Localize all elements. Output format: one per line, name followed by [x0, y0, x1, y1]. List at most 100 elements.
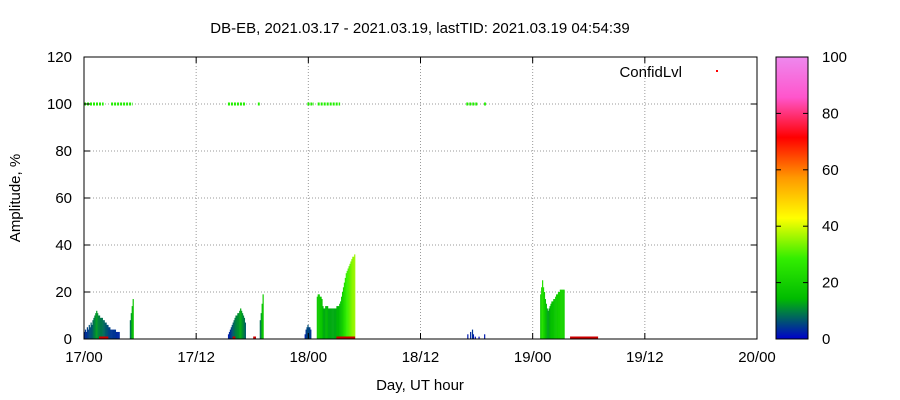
- amplitude-bar: [467, 334, 469, 339]
- amplitude-bar: [260, 313, 262, 339]
- amplitude-bar: [333, 308, 335, 339]
- amplitude-bar: [228, 331, 231, 339]
- amplitude-bar: [343, 282, 346, 339]
- amplitude-bar: [541, 287, 543, 339]
- colorbar-ticks: 0 20 40 60 80 100: [776, 49, 847, 348]
- amplitude-bar: [552, 301, 554, 339]
- amplitude-bar: [100, 317, 103, 339]
- amplitude-bar: [562, 289, 564, 339]
- amplitude-bar: [108, 327, 110, 339]
- amplitude-bar: [239, 310, 241, 339]
- amplitude-bar: [305, 329, 307, 339]
- amplitude-bar: [561, 289, 563, 339]
- amplitude-bar: [95, 313, 97, 339]
- amplitude-bar: [335, 308, 337, 339]
- amplitude-bar: [310, 329, 312, 339]
- amplitude-bar: [240, 308, 242, 339]
- legend-label: ConfidLvl: [619, 64, 682, 81]
- amplitude-bar: [117, 331, 119, 339]
- amplitude-bar: [329, 308, 332, 339]
- amplitude-bar: [328, 308, 331, 339]
- amplitude-bar: [243, 317, 246, 339]
- amplitude-bar: [542, 287, 545, 339]
- x-tick-label: 18/12: [402, 349, 440, 366]
- amplitude-bar: [99, 317, 102, 339]
- amplitude-bar: [98, 315, 101, 339]
- amplitude-bar: [109, 327, 111, 339]
- amplitude-bar: [544, 299, 547, 339]
- colorbar-tick-label: 20: [822, 275, 839, 292]
- amplitude-bar: [110, 329, 112, 339]
- amplitude-bar: [484, 334, 486, 339]
- y-tick-label: 20: [55, 284, 72, 301]
- amplitude-bar: [351, 259, 353, 339]
- amplitude-bar: [94, 315, 96, 339]
- amplitude-bar: [84, 329, 87, 339]
- amplitude-bar: [88, 324, 90, 339]
- x-tick-label: 19/12: [626, 349, 664, 366]
- amplitude-bar: [92, 320, 94, 339]
- amplitude-bar: [242, 315, 245, 339]
- amplitude-bar: [556, 294, 559, 339]
- y-tick-label: 60: [55, 190, 72, 207]
- amplitude-bar: [334, 308, 336, 339]
- amplitude-bar: [338, 306, 340, 339]
- x-tick-label: 18/00: [290, 349, 328, 366]
- amplitude-bar: [556, 294, 558, 339]
- amplitude-bar: [323, 308, 325, 339]
- amplitude-bar: [555, 296, 557, 339]
- amplitude-bar: [230, 327, 232, 339]
- amplitude-bar: [327, 306, 329, 339]
- amplitude-bar: [237, 313, 239, 339]
- amplitude-bar: [232, 322, 234, 339]
- y-tick-label: 0: [64, 331, 72, 348]
- amplitude-bar: [241, 310, 243, 339]
- amplitude-bar: [118, 331, 120, 339]
- amplitude-bar: [113, 329, 116, 339]
- amplitude-bar: [318, 294, 320, 339]
- amplitude-bar: [98, 315, 100, 339]
- amplitude-bar: [85, 331, 88, 339]
- amplitude-bar: [553, 299, 555, 339]
- y-axis-label: Amplitude, %: [7, 154, 24, 242]
- amplitude-bar: [550, 303, 552, 339]
- amplitude-bar: [331, 308, 333, 339]
- x-axis-label: Day, UT hour: [376, 377, 464, 394]
- amplitude-bar: [84, 331, 86, 339]
- amplitude-bar: [543, 292, 546, 339]
- x-tick-label: 19/00: [514, 349, 552, 366]
- amplitude-bar: [320, 296, 322, 339]
- amplitude-bar: [337, 306, 339, 339]
- amplitude-bar: [235, 315, 237, 339]
- amplitude-bar: [549, 306, 551, 339]
- colorbar: [776, 57, 808, 339]
- amplitude-bar: [345, 273, 347, 339]
- amplitude-bar: [227, 334, 230, 339]
- amplitude-bar: [93, 317, 95, 339]
- x-tick-label: 17/00: [65, 349, 103, 366]
- amplitude-bar: [341, 292, 344, 339]
- amplitude-bar: [132, 299, 134, 339]
- amplitude-bar: [349, 263, 351, 339]
- amplitude-bar: [548, 308, 550, 339]
- amplitude-bar: [309, 327, 311, 339]
- y-tick-label: 120: [47, 49, 72, 66]
- amplitude-bar: [540, 294, 542, 339]
- amplitude-bar: [321, 299, 323, 339]
- amplitude-bar: [342, 287, 345, 339]
- amplitude-bar: [234, 317, 236, 339]
- amplitude-bar: [352, 256, 354, 339]
- y-tick-label: 100: [47, 96, 72, 113]
- colorbar-tick-label: 100: [822, 49, 847, 66]
- amplitude-bar: [353, 256, 355, 339]
- amplitude-bar: [102, 320, 104, 339]
- amplitude-bar: [112, 329, 114, 339]
- amplitude-bar: [116, 331, 118, 339]
- amplitude-bar: [104, 322, 106, 339]
- amplitude-bar: [478, 336, 480, 339]
- amplitude-bar: [322, 306, 324, 339]
- legend-swatch: [716, 70, 718, 72]
- amplitude-bar: [346, 270, 348, 339]
- amplitude-bar: [316, 296, 318, 339]
